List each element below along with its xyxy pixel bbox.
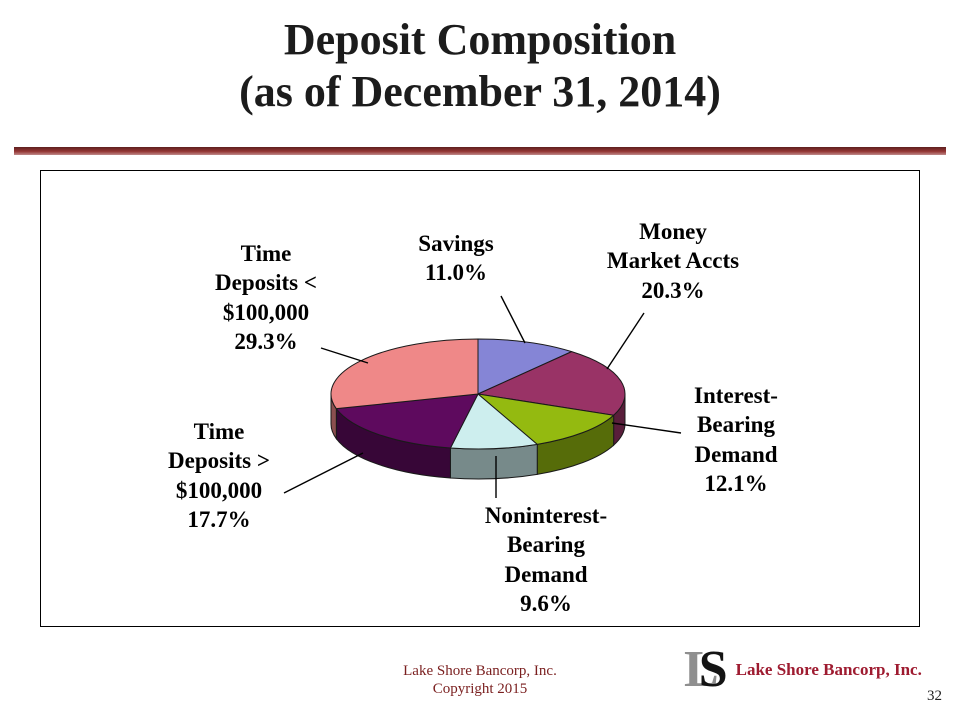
slide-title: Deposit Composition (as of December 31, … bbox=[0, 14, 960, 118]
slice-label-noninterest-bearing: Noninterest- Bearing Demand 9.6% bbox=[484, 503, 608, 617]
callout-line-savings bbox=[500, 295, 526, 344]
slice-label-time-lt-100k: Time Deposits < $100,000 29.3% bbox=[215, 241, 317, 355]
title-line-1: Deposit Composition bbox=[283, 15, 677, 64]
logo-text: Lake Shore Bancorp, Inc. bbox=[735, 660, 922, 679]
slice-label-money-market: Money Market Accts 20.3% bbox=[606, 219, 740, 303]
logo-letter-s: S bbox=[698, 641, 728, 698]
page-number: 32 bbox=[927, 688, 942, 704]
slice-label-savings: Savings 11.0% bbox=[418, 231, 494, 286]
pie-tops-group bbox=[330, 338, 626, 450]
footer-copyright: Copyright 2015 bbox=[432, 681, 528, 698]
pie-slice-savings bbox=[477, 338, 573, 395]
title-divider bbox=[14, 147, 946, 155]
pie-walls-group bbox=[330, 393, 626, 480]
pie-chart-svg bbox=[283, 295, 682, 498]
pie-slice-interest-bearing-demand bbox=[477, 393, 615, 445]
logo-letter-l: L bbox=[684, 641, 719, 698]
pie-slice-noninterest-bearing-demand bbox=[449, 393, 538, 450]
footer-company: Lake Shore Bancorp, Inc. bbox=[403, 663, 557, 679]
callout-line-interest-bearing bbox=[611, 422, 682, 434]
slice-label-interest-bearing: Interest- Bearing Demand 12.1% bbox=[694, 383, 778, 497]
footer: Lake Shore Bancorp, Inc. Copyright 2015 bbox=[0, 662, 960, 699]
callout-line-time-lt-100k bbox=[320, 347, 369, 364]
callout-line-time-gt-100k bbox=[283, 452, 364, 494]
pie-slice-time-deposits-100-000 bbox=[335, 393, 479, 449]
callout-lines-group bbox=[283, 295, 682, 498]
chart-container: Savings 11.0% Money Market Accts 20.3% I… bbox=[40, 170, 920, 627]
title-line-2: (as of December 31, 2014) bbox=[239, 66, 721, 116]
company-logo: L S Lake Shore Bancorp, Inc. bbox=[684, 644, 922, 696]
callout-line-money-market bbox=[606, 312, 645, 370]
slice-label-time-gt-100k: Time Deposits > $100,000 17.7% bbox=[168, 419, 270, 533]
pie-slice-side-noninterest-bearing-demand bbox=[449, 443, 538, 480]
